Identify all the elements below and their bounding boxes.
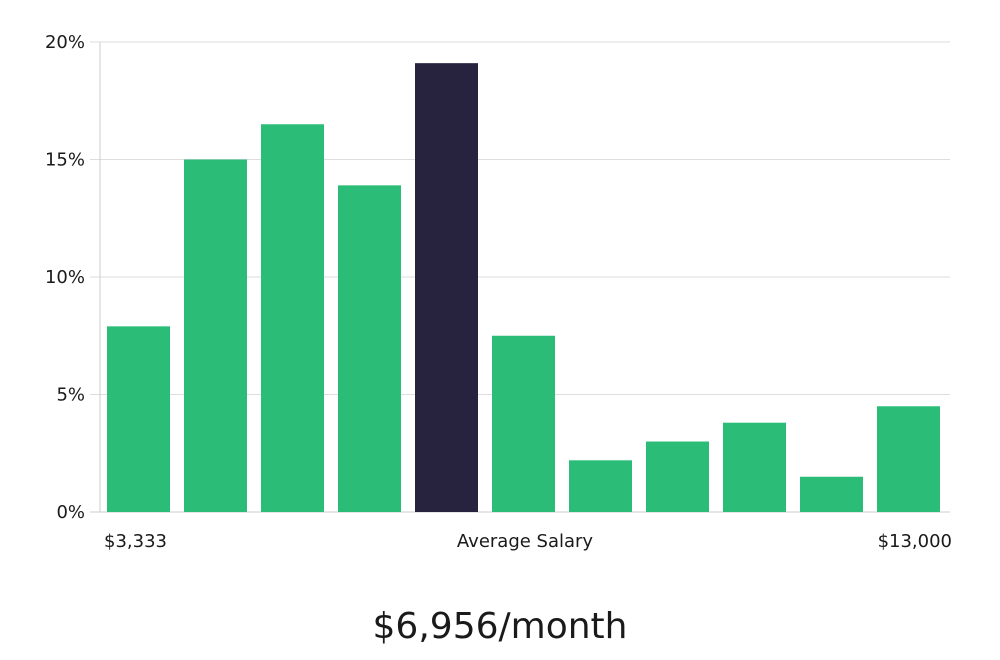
bar (261, 124, 324, 512)
bar (184, 159, 247, 512)
y-tick-label: 0% (56, 502, 85, 523)
x-label-average: Average Salary (457, 531, 594, 552)
bar (646, 441, 709, 512)
bars (107, 63, 940, 513)
bar (800, 476, 863, 512)
bar-average (415, 63, 478, 513)
bar (877, 406, 940, 512)
x-label-max: $13,000 (878, 531, 952, 552)
bar (107, 326, 170, 512)
bar (492, 335, 555, 512)
y-axis-ticks: 0% 5% 10% 15% 20% (45, 32, 85, 523)
x-label-min: $3,333 (104, 531, 167, 552)
average-salary-headline: $6,956/month (372, 606, 628, 647)
x-axis-labels: $3,333 Average Salary $13,000 (104, 531, 952, 552)
bar (723, 422, 786, 512)
y-tick-label: 10% (45, 267, 85, 288)
bar (569, 460, 632, 512)
y-tick-label: 15% (45, 150, 85, 171)
y-tick-label: 5% (56, 385, 85, 406)
y-tick-label: 20% (45, 32, 85, 53)
bar (338, 185, 401, 512)
salary-distribution-chart: 0% 5% 10% 15% 20% $3,333 Average Salary $13,… (45, 32, 952, 552)
